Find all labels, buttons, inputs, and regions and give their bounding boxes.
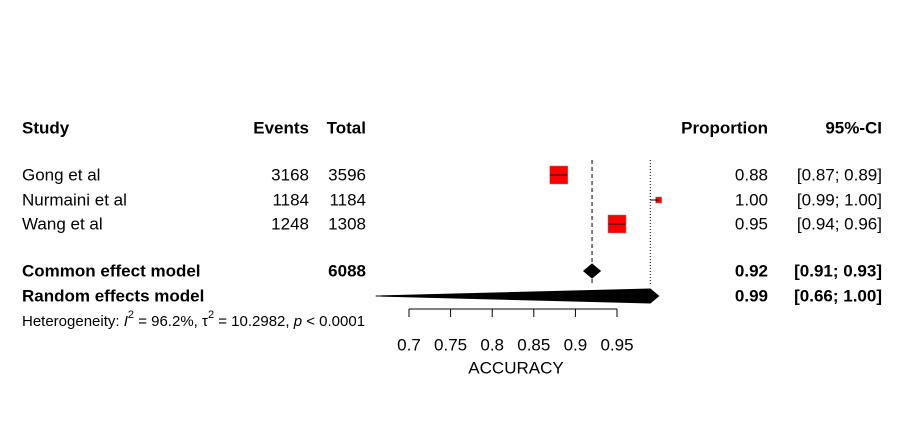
header-total: Total (327, 119, 366, 138)
events: 3168 (271, 166, 309, 185)
x-tick-label: 0.75 (434, 336, 467, 355)
model-total: 6088 (328, 262, 366, 281)
total: 1184 (329, 191, 366, 210)
total: 1308 (328, 215, 366, 234)
model-ci-label: [0.91; 0.93] (794, 262, 882, 281)
het-text: I (124, 313, 128, 330)
proportion: 0.95 (735, 215, 768, 234)
total: 3596 (328, 166, 366, 185)
model-ci-label: [0.66; 1.00] (794, 287, 882, 306)
het-text: 2 (128, 309, 134, 321)
header-ci: 95%-CI (825, 119, 882, 138)
study-name: Nurmaini et al (22, 191, 127, 210)
model-estimate: 0.99 (735, 287, 768, 306)
het-text: p (293, 313, 302, 330)
x-tick-label: 0.85 (517, 336, 550, 355)
x-tick-label: 0.7 (397, 336, 421, 355)
x-axis-title: ACCURACY (468, 359, 563, 378)
model-name: Random effects model (22, 287, 204, 306)
study-name: Wang et al (22, 215, 103, 234)
het-text: = 10.2982, (214, 313, 294, 330)
proportion: 0.88 (735, 166, 768, 185)
het-text: τ (202, 313, 208, 330)
het-text: = 96.2%, (134, 313, 202, 330)
ci-label: [0.99; 1.00] (797, 191, 882, 210)
x-tick-label: 0.8 (480, 336, 504, 355)
model-diamond (375, 288, 660, 304)
model-estimate: 0.92 (735, 262, 768, 281)
het-text: Heterogeneity: (22, 313, 124, 330)
events: 1248 (271, 215, 309, 234)
header-study: Study (22, 119, 70, 138)
het-text: 2 (208, 309, 214, 321)
ci-label: [0.87; 0.89] (797, 166, 882, 185)
header-events: Events (253, 119, 309, 138)
header-proportion: Proportion (681, 119, 768, 138)
ci-label: [0.94; 0.96] (797, 215, 882, 234)
x-tick-label: 0.9 (564, 336, 588, 355)
x-tick-label: 0.95 (600, 336, 633, 355)
model-diamond (582, 263, 602, 279)
events: 1184 (272, 191, 309, 210)
study-name: Gong et al (22, 166, 100, 185)
heterogeneity: Heterogeneity: I2 = 96.2%, τ2 = 10.2982,… (22, 309, 365, 330)
het-text: < 0.0001 (302, 313, 365, 330)
proportion: 1.00 (735, 191, 768, 210)
model-name: Common effect model (22, 262, 201, 281)
